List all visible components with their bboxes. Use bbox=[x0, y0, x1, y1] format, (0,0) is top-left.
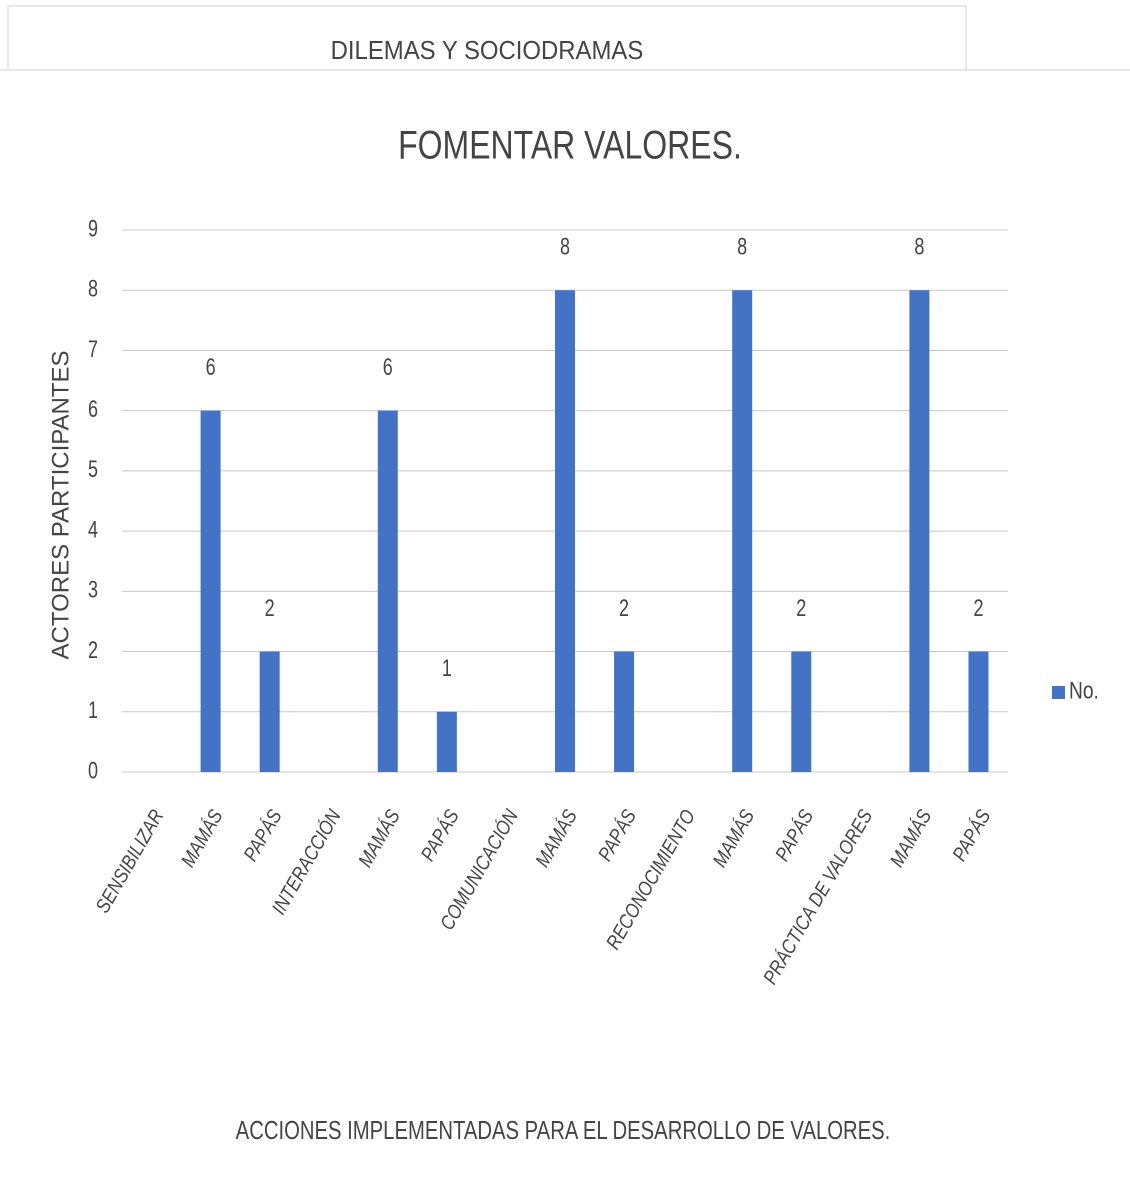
x-tick-label: MAMÁS bbox=[708, 805, 759, 871]
data-label: 6 bbox=[206, 355, 216, 381]
y-tick-label: 6 bbox=[88, 397, 98, 423]
x-tick-label: MAMÁS bbox=[885, 805, 936, 871]
x-tick-label: PAPÁS bbox=[593, 805, 641, 865]
data-label: 8 bbox=[560, 234, 570, 260]
x-tick-label: PAPÁS bbox=[947, 805, 995, 865]
data-label: 2 bbox=[796, 596, 806, 622]
legend-swatch bbox=[1052, 686, 1065, 699]
bar bbox=[614, 651, 635, 772]
data-label: 8 bbox=[914, 234, 924, 260]
x-tick-label: PAPÁS bbox=[770, 805, 818, 865]
x-tick-label: MAMÁS bbox=[353, 805, 404, 871]
bar bbox=[732, 290, 753, 772]
x-tick-label: PAPÁS bbox=[239, 805, 287, 865]
bar bbox=[555, 290, 575, 772]
y-axis-label: ACTORES PARTICIPANTES bbox=[47, 351, 74, 660]
data-label: 2 bbox=[619, 596, 629, 622]
data-label: 1 bbox=[442, 656, 452, 682]
x-axis-label: ACCIONES IMPLEMENTADAS PARA EL DESARROLL… bbox=[236, 1115, 891, 1144]
data-label: 2 bbox=[973, 596, 983, 622]
data-label: 2 bbox=[265, 596, 275, 622]
header-box bbox=[7, 5, 967, 71]
bar bbox=[791, 651, 812, 772]
bar bbox=[909, 290, 930, 772]
x-tick-label: PAPÁS bbox=[416, 805, 464, 865]
data-label: 6 bbox=[383, 355, 393, 381]
x-tick-label: PRÁCTICA DE VALORES bbox=[758, 805, 877, 988]
bar bbox=[377, 410, 398, 772]
header-title: DILEMAS Y SOCIODRAMAS bbox=[331, 36, 644, 65]
x-tick-label: SENSIBILIZAR bbox=[91, 805, 168, 916]
y-tick-label: 0 bbox=[88, 758, 98, 784]
y-tick-label: 2 bbox=[88, 638, 98, 664]
x-tick-label: MAMÁS bbox=[531, 805, 582, 871]
y-tick-label: 4 bbox=[88, 517, 98, 543]
legend-label: No. bbox=[1069, 676, 1099, 704]
y-tick-label: 9 bbox=[88, 216, 98, 242]
bar bbox=[200, 410, 221, 772]
chart-title: FOMENTAR VALORES. bbox=[398, 122, 742, 167]
bar bbox=[968, 651, 989, 772]
bar bbox=[259, 651, 280, 772]
y-tick-label: 1 bbox=[88, 698, 98, 724]
y-tick-label: 7 bbox=[88, 336, 98, 362]
y-tick-label: 8 bbox=[88, 276, 98, 302]
y-tick-label: 5 bbox=[88, 457, 98, 483]
data-label: 8 bbox=[737, 234, 747, 260]
y-tick-label: 3 bbox=[88, 577, 98, 603]
x-tick-label: MAMÁS bbox=[176, 805, 227, 871]
bar bbox=[436, 711, 457, 772]
